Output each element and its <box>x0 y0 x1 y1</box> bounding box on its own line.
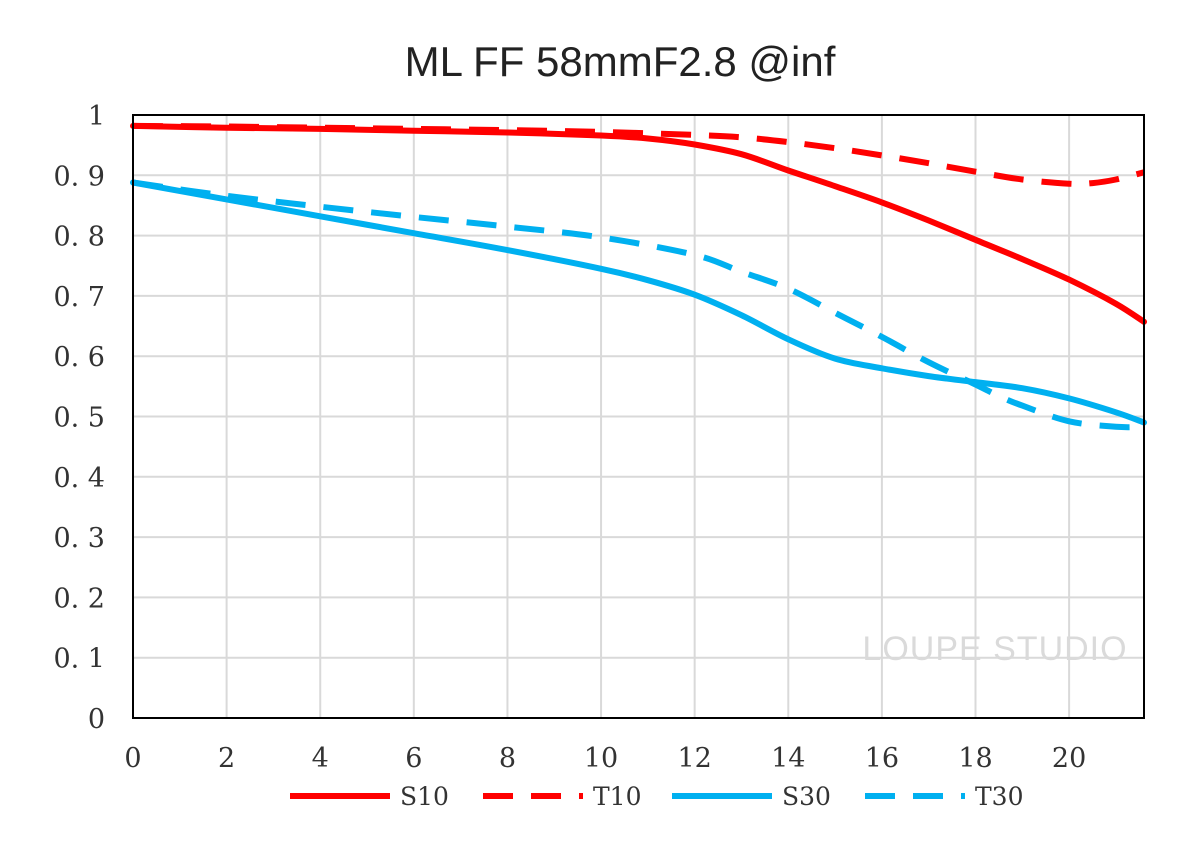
plot-frame <box>132 114 1145 719</box>
chart-title: ML FF 58mmF2.8 @inf <box>405 38 836 85</box>
y-tick-label: 0 <box>88 704 105 735</box>
y-tick-label: 0. 9 <box>53 161 105 192</box>
series-line-t30 <box>132 179 1145 431</box>
x-tick-label: 8 <box>499 743 516 774</box>
y-tick-label: 1 <box>88 101 105 132</box>
x-tick-label: 16 <box>865 743 899 774</box>
series-line-s10 <box>130 122 1147 325</box>
series-line-t10 <box>132 122 1145 187</box>
series-line-s30 <box>130 179 1147 426</box>
y-axis-ticks: 0 0. 1 0. 2 0. 3 0. 4 0. 5 0. 6 0. 7 0. 8 0. 9 1 <box>53 101 105 735</box>
x-tick-label: 20 <box>1052 743 1086 774</box>
y-tick-label: 0. 7 <box>53 282 105 313</box>
y-tick-label: 0. 3 <box>53 523 105 554</box>
y-tick-label: 0. 5 <box>53 403 105 434</box>
y-tick-label: 0. 1 <box>53 644 105 675</box>
x-tick-label: 0 <box>124 743 141 774</box>
x-tick-label: 6 <box>405 743 422 774</box>
y-tick-label: 0. 8 <box>53 222 105 253</box>
y-tick-label: 0. 4 <box>53 463 105 494</box>
x-tick-label: 4 <box>312 743 329 774</box>
legend-label-t30: T30 <box>975 782 1024 811</box>
x-axis-ticks: 0 2 4 6 8 10 12 14 16 18 20 <box>124 743 1086 774</box>
legend-label-s10: S10 <box>400 782 449 811</box>
legend: S10 T10 S30 T30 <box>290 782 1024 811</box>
x-tick-label: 14 <box>771 743 805 774</box>
watermark-logo: LOUPE STUDIO <box>862 630 1127 668</box>
y-tick-label: 0. 2 <box>53 583 105 614</box>
x-tick-label: 12 <box>677 743 711 774</box>
x-tick-label: 2 <box>218 743 235 774</box>
x-tick-label: 10 <box>584 743 618 774</box>
series-lines <box>130 122 1147 431</box>
x-tick-label: 18 <box>958 743 992 774</box>
legend-label-t10: T10 <box>593 782 642 811</box>
y-tick-label: 0. 6 <box>53 342 105 373</box>
legend-label-s30: S30 <box>782 782 831 811</box>
